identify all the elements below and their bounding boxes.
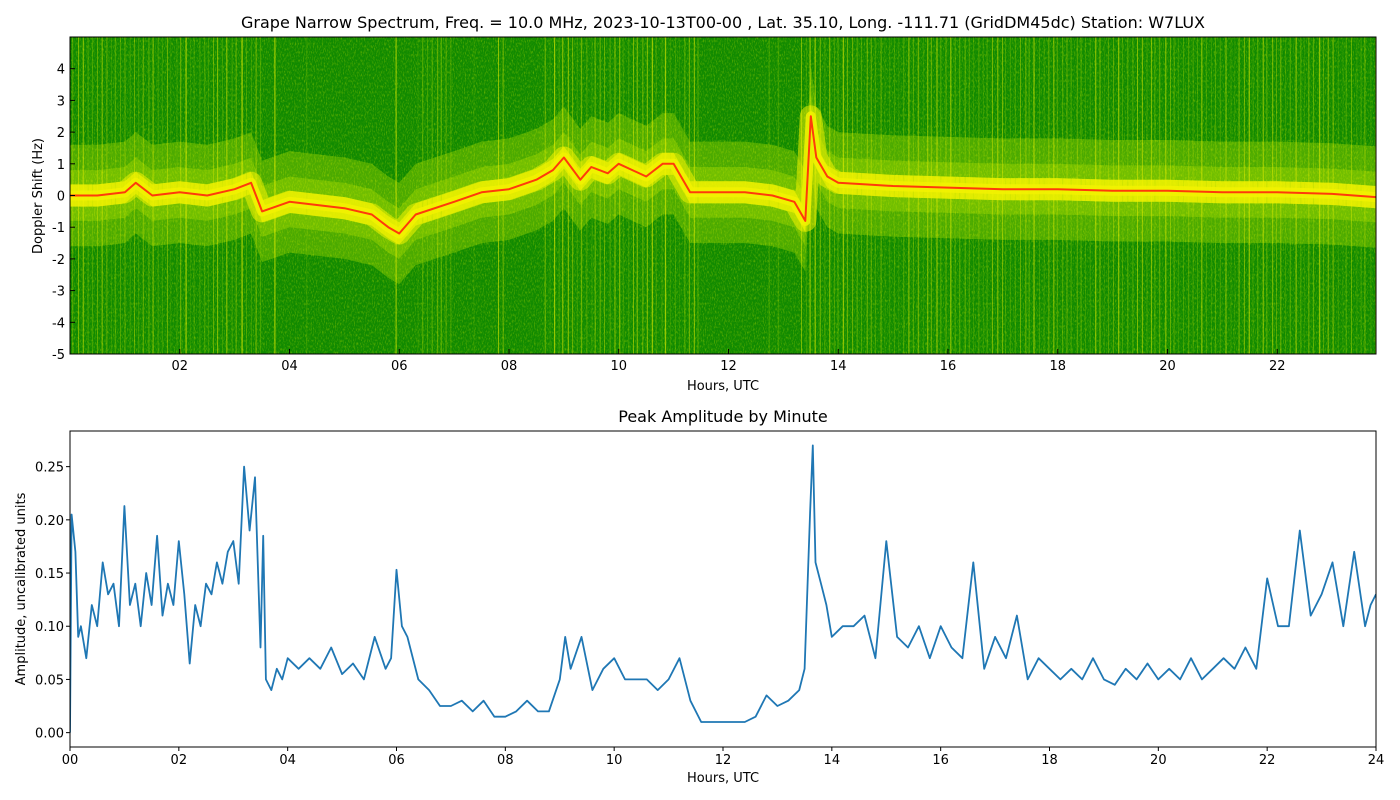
spectrogram-y-tick-label: 4 xyxy=(57,63,65,78)
spectrogram-y-tick-label: -5 xyxy=(52,348,65,363)
amplitude-title: Peak Amplitude by Minute xyxy=(618,407,828,426)
amplitude-x-tick-label: 18 xyxy=(1041,753,1058,768)
amplitude-y-label: Amplitude, uncalibrated units xyxy=(14,492,29,685)
spectrogram-x-tick-label: 02 xyxy=(171,359,188,374)
spectrogram-y-tick-label: 1 xyxy=(57,158,65,173)
amplitude-x-tick-label: 06 xyxy=(388,753,405,768)
amplitude-y-tick-label: 0.20 xyxy=(35,514,64,529)
spectrogram-x-tick-label: 14 xyxy=(830,359,847,374)
amplitude-x-tick-label: 00 xyxy=(62,753,79,768)
amplitude-x-tick-label: 16 xyxy=(932,753,949,768)
spectrogram-x-tick-label: 10 xyxy=(610,359,627,374)
doppler-trace xyxy=(70,115,1376,235)
spectrogram-title: Grape Narrow Spectrum, Freq. = 10.0 MHz,… xyxy=(241,13,1205,32)
spectrogram-x-tick-label: 04 xyxy=(281,359,298,374)
spectrogram-y-tick-label: -4 xyxy=(52,316,65,331)
spectrogram-x-tick-label: 08 xyxy=(501,359,518,374)
spectrogram-panel: Grape Narrow Spectrum, Freq. = 10.0 MHz,… xyxy=(31,13,1377,394)
amplitude-x-tick-label: 24 xyxy=(1368,753,1385,768)
amplitude-x-tick-label: 04 xyxy=(279,753,296,768)
amplitude-y-tick-label: 0.05 xyxy=(35,673,64,688)
spectrogram-y-tick-label: 2 xyxy=(57,126,65,141)
spectrogram-x-ticks: 02 04 06 08 10 12 14 16 18 20 22 xyxy=(171,349,1286,374)
amplitude-series-line xyxy=(70,444,1376,733)
amplitude-x-tick-label: 20 xyxy=(1150,753,1167,768)
spectrogram-x-tick-label: 20 xyxy=(1159,359,1176,374)
amplitude-x-label: Hours, UTC xyxy=(687,771,759,786)
amplitude-y-tick-label: 0.25 xyxy=(35,461,64,476)
amplitude-y-tick-label: 0.15 xyxy=(35,567,64,582)
amplitude-y-tick-label: 0.00 xyxy=(35,727,64,742)
spectrogram-y-label: Doppler Shift (Hz) xyxy=(31,138,46,254)
spectrogram-x-tick-label: 22 xyxy=(1269,359,1286,374)
amplitude-x-tick-label: 14 xyxy=(824,753,841,768)
spectrogram-y-ticks: -5 -4 -3 -2 -1 0 1 2 3 4 xyxy=(52,63,75,363)
spectrogram-y-tick-label: -3 xyxy=(52,285,65,300)
spectrogram-x-label: Hours, UTC xyxy=(687,379,759,394)
amplitude-y-ticks: 0.00 0.05 0.10 0.15 0.20 0.25 xyxy=(35,461,70,742)
spectrogram-y-tick-label: 3 xyxy=(57,94,65,109)
spectrogram-x-tick-label: 18 xyxy=(1049,359,1066,374)
spectrogram-x-tick-label: 06 xyxy=(391,359,408,374)
spectrogram-y-tick-label: -2 xyxy=(52,253,65,268)
spectrogram-x-tick-label: 12 xyxy=(720,359,737,374)
amplitude-x-tick-label: 08 xyxy=(497,753,514,768)
amplitude-x-tick-label: 10 xyxy=(606,753,623,768)
amplitude-y-tick-label: 0.10 xyxy=(35,620,64,635)
amplitude-x-ticks: 00 02 04 06 08 10 12 14 16 18 20 22 24 xyxy=(62,747,1385,768)
spectrogram-x-tick-label: 16 xyxy=(940,359,957,374)
amplitude-panel: Peak Amplitude by Minute 00 02 04 06 08 10 12 1… xyxy=(14,407,1384,786)
amplitude-x-tick-label: 02 xyxy=(171,753,188,768)
spectrogram-y-tick-label: -1 xyxy=(52,221,65,236)
spectrogram-y-tick-label: 0 xyxy=(57,190,65,205)
amplitude-x-tick-label: 22 xyxy=(1259,753,1276,768)
amplitude-plot-area xyxy=(70,431,1376,747)
amplitude-x-tick-label: 12 xyxy=(715,753,732,768)
